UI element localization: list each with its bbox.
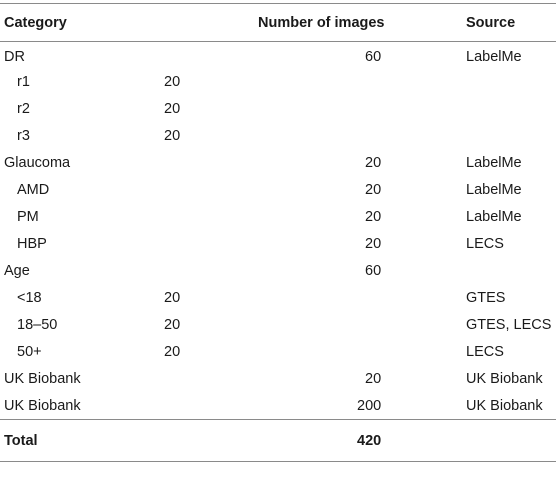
cell-number: 60 [365, 263, 382, 279]
cell-number: 200 [357, 397, 382, 414]
cell-category: PM [17, 209, 39, 225]
cell-number: 20 [365, 155, 382, 171]
table-row: AMD 20 LabelMe [0, 177, 556, 204]
cell-number [212, 69, 462, 96]
cell-source: UK Biobank [466, 371, 543, 387]
cell-category: HBP [17, 236, 47, 252]
cell-source: LabelMe [466, 182, 522, 198]
cell-number [212, 96, 462, 123]
cell-subcount [160, 150, 212, 177]
cell-number: 20 [365, 209, 382, 225]
table-row: Glaucoma 20 LabelMe [0, 150, 556, 177]
images-table: Category Number of images Source DR 60 Lab… [0, 3, 556, 462]
cell-number: 60 [365, 49, 382, 66]
table-row: r3 20 [0, 123, 556, 150]
cell-category: DR [4, 49, 25, 66]
cell-subcount [160, 393, 212, 420]
cell-subcount [160, 231, 212, 258]
table-row: 18–50 20 GTES, LECS [0, 312, 556, 339]
cell-category: UK Biobank [4, 371, 81, 387]
cell-number: 20 [365, 236, 382, 252]
cell-category: r1 [17, 74, 30, 90]
header-number-of-images: Number of images [258, 14, 385, 31]
cell-number [212, 312, 462, 339]
cell-subcount: 20 [164, 290, 181, 306]
cell-subcount: 20 [164, 74, 181, 90]
total-row: Total 420 [0, 419, 556, 462]
table-row: r1 20 [0, 69, 556, 96]
total-sub-spacer [160, 420, 212, 462]
cell-category: AMD [17, 182, 50, 198]
cell-source [462, 258, 556, 285]
cell-category: UK Biobank [4, 397, 81, 414]
cell-subcount: 20 [164, 344, 181, 360]
cell-category: r3 [17, 128, 30, 144]
table-row: DR 60 LabelMe [0, 42, 556, 69]
cell-number: 20 [365, 182, 382, 198]
table-row: Age 60 [0, 258, 556, 285]
cell-subcount: 20 [164, 317, 181, 333]
table-row: HBP 20 LECS [0, 231, 556, 258]
table-footer: Total 420 [0, 419, 556, 462]
cell-category: <18 [17, 290, 42, 306]
cell-number: 20 [365, 371, 382, 387]
cell-category: r2 [17, 101, 30, 117]
cell-source [462, 123, 556, 150]
total-label: Total [4, 432, 38, 449]
total-source-spacer [462, 420, 556, 462]
cell-subcount [160, 258, 212, 285]
cell-subcount: 20 [164, 101, 181, 117]
header-sub-spacer [160, 4, 212, 42]
cell-source: LECS [466, 344, 504, 360]
cell-source: GTES [466, 290, 506, 306]
table-row: r2 20 [0, 96, 556, 123]
cell-source: LECS [466, 236, 504, 252]
cell-subcount [160, 204, 212, 231]
cell-number [212, 285, 462, 312]
cell-source: LabelMe [466, 49, 522, 66]
cell-source: UK Biobank [466, 397, 543, 414]
cell-subcount: 20 [164, 128, 181, 144]
cell-number [212, 123, 462, 150]
cell-category: Glaucoma [4, 155, 71, 171]
cell-category: 18–50 [17, 317, 58, 333]
table-row: 50+ 20 LECS [0, 339, 556, 366]
header-category: Category [4, 14, 67, 31]
cell-number [212, 339, 462, 366]
cell-source: LabelMe [466, 209, 522, 225]
cell-category: Age [4, 263, 30, 279]
table-row: PM 20 LabelMe [0, 204, 556, 231]
cell-subcount [160, 366, 212, 393]
header-source: Source [466, 14, 516, 31]
total-number: 420 [357, 432, 382, 449]
cell-source [462, 69, 556, 96]
cell-subcount [160, 177, 212, 204]
cell-subcount [160, 42, 212, 69]
cell-category: 50+ [17, 344, 42, 360]
cell-source [462, 96, 556, 123]
table-body: DR 60 LabelMe r1 20 r2 20 r3 20 Glaucoma 20 LabelMe… [0, 42, 556, 420]
table-header: Category Number of images Source [0, 3, 556, 42]
table-row: UK Biobank 200 UK Biobank [0, 393, 556, 420]
table-row: <18 20 GTES [0, 285, 556, 312]
cell-source: LabelMe [466, 155, 522, 171]
table-row: UK Biobank 20 UK Biobank [0, 366, 556, 393]
header-row: Category Number of images Source [0, 3, 556, 42]
cell-source: GTES, LECS [466, 317, 552, 333]
